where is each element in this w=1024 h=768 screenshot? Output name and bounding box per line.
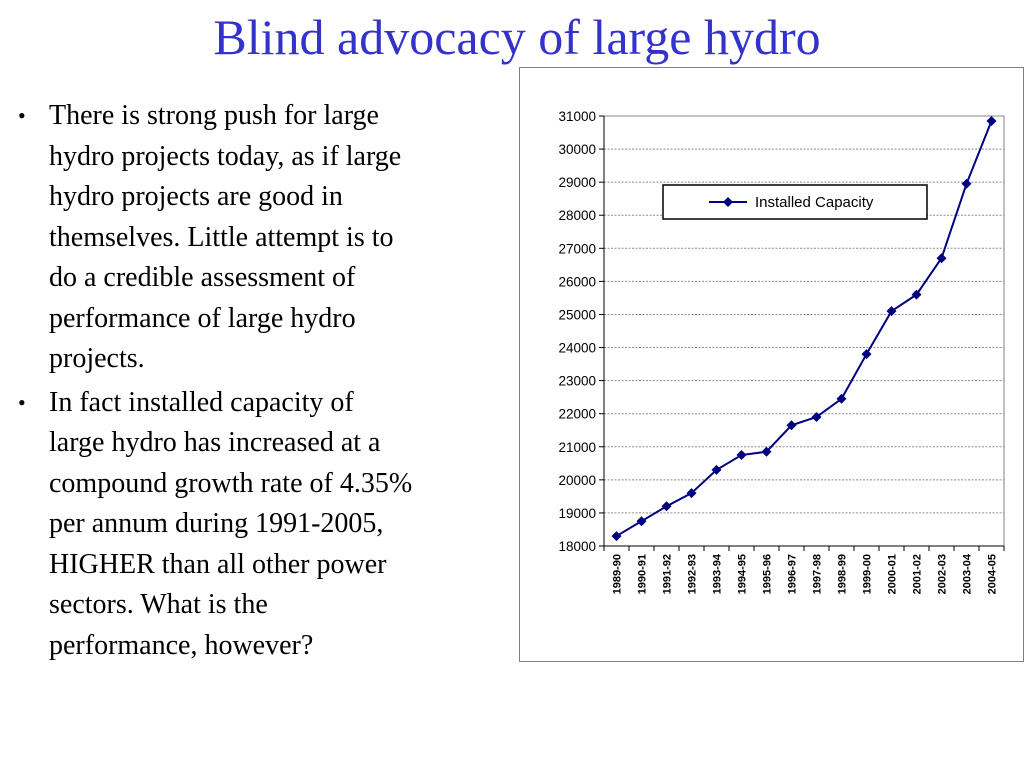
data-point-marker (861, 349, 872, 360)
data-point-marker (636, 516, 647, 527)
y-tick-label: 23000 (558, 374, 596, 389)
x-tick-label: 1999-00 (862, 554, 874, 594)
y-tick-label: 27000 (558, 241, 596, 256)
bullet-line: large hydro has increased at a (49, 427, 381, 458)
y-tick-label: 30000 (558, 142, 596, 157)
bullet-line: There is strong push for large (49, 100, 379, 131)
data-point-marker (886, 306, 897, 317)
bullet-list: • There is strong push for large hydro p… (18, 96, 498, 669)
bullet-line: In fact installed capacity of (49, 386, 354, 418)
bullet-line: performance, however? (49, 629, 314, 661)
series-markers (611, 115, 997, 542)
bullet-line: hydro projects today, as if large (49, 140, 402, 172)
bullet-line: hydro projects are good in (49, 181, 343, 212)
bullet-line: projects. (49, 343, 145, 374)
x-tick-label: 1990-91 (637, 554, 649, 594)
y-tick-label: 25000 (558, 307, 596, 322)
y-grid (603, 115, 1005, 547)
slide-title: Blind advocacy of large hydro (213, 9, 821, 65)
chart-frame: 18000 19000 20000 21000 22000 23000 24000 25000… (519, 67, 1024, 662)
legend-label: Installed Capacity (755, 194, 874, 211)
data-point-marker (711, 464, 722, 475)
legend-swatch-marker (723, 197, 733, 207)
y-tick-label: 21000 (558, 440, 596, 455)
x-tick-label: 1997-98 (812, 554, 824, 594)
x-tick-label: 1992-93 (687, 554, 699, 594)
data-point-marker (611, 531, 622, 542)
data-point-marker (836, 393, 847, 404)
data-point-marker (911, 289, 922, 300)
x-tick-label: 1998-99 (837, 554, 849, 594)
y-tick-label: 26000 (558, 274, 596, 289)
data-point-marker (811, 412, 822, 422)
x-tick-label: 2001-02 (912, 554, 924, 594)
data-point-marker (986, 115, 997, 126)
x-tick-label: 2004-05 (987, 554, 999, 594)
x-tick-label: 1995-96 (762, 554, 774, 594)
bullet-line: themselves. Little attempt is to (49, 221, 394, 253)
y-axis: 18000 19000 20000 21000 22000 23000 24000 25000… (558, 109, 605, 554)
legend: Installed Capacity (662, 184, 928, 220)
y-tick-label: 24000 (558, 341, 596, 356)
data-point-marker (936, 253, 947, 264)
x-axis: 1989-90 1990-91 1991-92 1992-93 1993-94 1994-… (603, 545, 1005, 594)
x-tick-label: 1991-92 (662, 554, 674, 594)
data-point-marker (686, 488, 697, 499)
y-tick-label: 29000 (558, 175, 596, 190)
y-tick-label: 31000 (558, 109, 596, 124)
bullet-line: HIGHER than all other power (49, 548, 387, 580)
data-point-marker (761, 446, 772, 457)
bullet-line: performance of large hydro (49, 302, 356, 334)
bullet-item-growth: • In fact installed capacity of large hy… (18, 383, 498, 667)
legend-box (662, 184, 928, 220)
bullet-line: per annum during 1991-2005, (49, 508, 384, 539)
x-tick-label: 2002-03 (937, 554, 949, 594)
data-point-marker (661, 501, 672, 512)
plot-area (603, 115, 1005, 547)
y-tick-label: 20000 (558, 473, 596, 488)
y-tick-label: 22000 (558, 407, 596, 422)
bullet-line: do a credible assessment of (49, 262, 356, 293)
y-tick-label: 19000 (558, 506, 596, 521)
x-tick-label: 2000-01 (887, 554, 899, 594)
x-tick-label: 1996-97 (787, 554, 799, 594)
x-tick-label: 1994-95 (737, 554, 749, 594)
x-tick-label: 2003-04 (962, 553, 974, 594)
y-tick-label: 28000 (558, 208, 596, 223)
x-tick-label: 1989-90 (612, 554, 624, 594)
bullet-line: sectors. What is the (49, 589, 268, 620)
bullet-dot: • (18, 103, 26, 128)
x-tick-label: 1993-94 (712, 553, 724, 594)
y-tick-label: 18000 (558, 539, 596, 554)
series-line (615, 120, 993, 537)
bullet-line: compound growth rate of 4.35% (49, 467, 413, 499)
bullet-item-push: • There is strong push for large hydro p… (18, 96, 498, 380)
bullet-dot: • (18, 389, 26, 415)
data-point-marker (736, 450, 747, 461)
data-point-marker (961, 178, 972, 189)
capacity-chart: 18000 19000 20000 21000 22000 23000 24000 25000… (558, 109, 1005, 594)
data-point-marker (786, 420, 797, 431)
series-polyline (615, 120, 993, 537)
